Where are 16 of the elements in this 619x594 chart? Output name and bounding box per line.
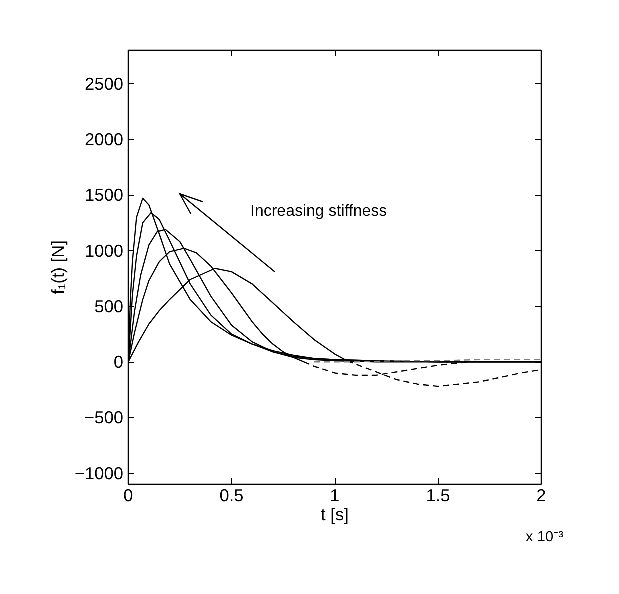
y-tick-label: 1000	[84, 240, 124, 261]
x-tick-label: 1.5	[426, 486, 450, 506]
y-tick-label: −500	[84, 408, 124, 428]
x-tick-label: 0.5	[220, 486, 244, 506]
x-tick-label: 2	[536, 486, 546, 506]
x-axis-title: t [s]	[321, 504, 349, 524]
y-tick-label: 0	[114, 352, 124, 372]
y-tick-label: 500	[94, 296, 124, 316]
y-tick-label: 2500	[84, 74, 124, 94]
y-tick-label: 1500	[84, 185, 124, 206]
y-tick-label: −1000	[74, 463, 124, 484]
x-tick-label: 1	[330, 486, 340, 506]
annotation: Increasing stiffness	[250, 203, 388, 220]
text: x 10⁻³	[526, 530, 564, 546]
y-tick-label: 2000	[84, 130, 124, 150]
y-axis-title: f₁(t) [N]	[48, 240, 68, 294]
